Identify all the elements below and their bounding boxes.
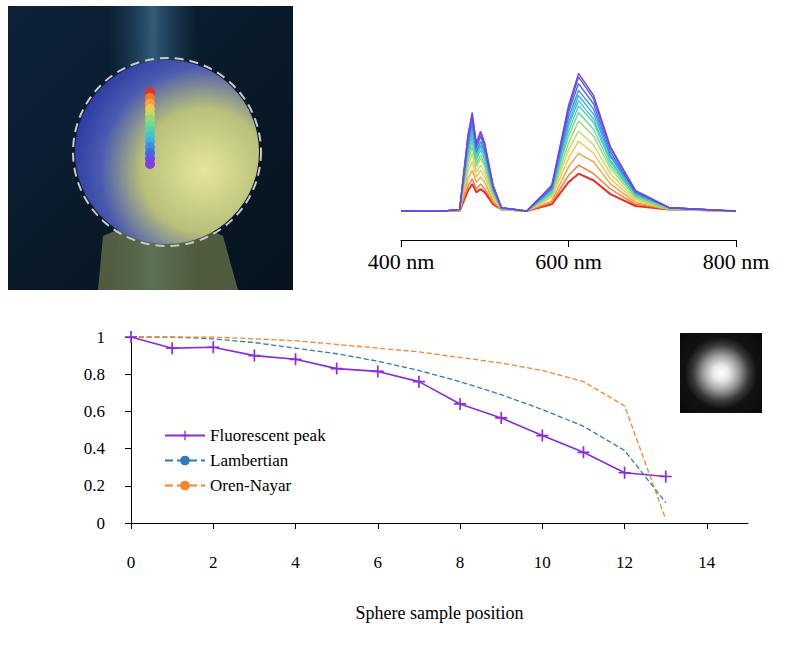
svg-text:0.8: 0.8 <box>84 365 105 384</box>
svg-text:2: 2 <box>209 553 218 572</box>
svg-text:4: 4 <box>291 553 300 572</box>
svg-text:Lambertian: Lambertian <box>210 451 289 470</box>
svg-text:6: 6 <box>374 553 383 572</box>
svg-text:10: 10 <box>534 553 551 572</box>
svg-text:Oren-Nayar: Oren-Nayar <box>210 476 292 495</box>
svg-text:Fluorescent peak: Fluorescent peak <box>210 426 326 445</box>
svg-text:600 nm: 600 nm <box>535 249 602 274</box>
svg-text:1: 1 <box>97 328 106 347</box>
svg-text:0.4: 0.4 <box>84 439 106 458</box>
svg-text:14: 14 <box>698 553 716 572</box>
svg-text:400 nm: 400 nm <box>368 249 435 274</box>
svg-text:0.6: 0.6 <box>84 402 105 421</box>
svg-text:0: 0 <box>97 514 106 533</box>
svg-text:8: 8 <box>456 553 465 572</box>
svg-text:12: 12 <box>616 553 633 572</box>
svg-text:0.2: 0.2 <box>84 476 105 495</box>
svg-text:0: 0 <box>127 553 136 572</box>
svg-text:Sphere sample position: Sphere sample position <box>356 603 524 623</box>
svg-text:800 nm: 800 nm <box>703 249 770 274</box>
